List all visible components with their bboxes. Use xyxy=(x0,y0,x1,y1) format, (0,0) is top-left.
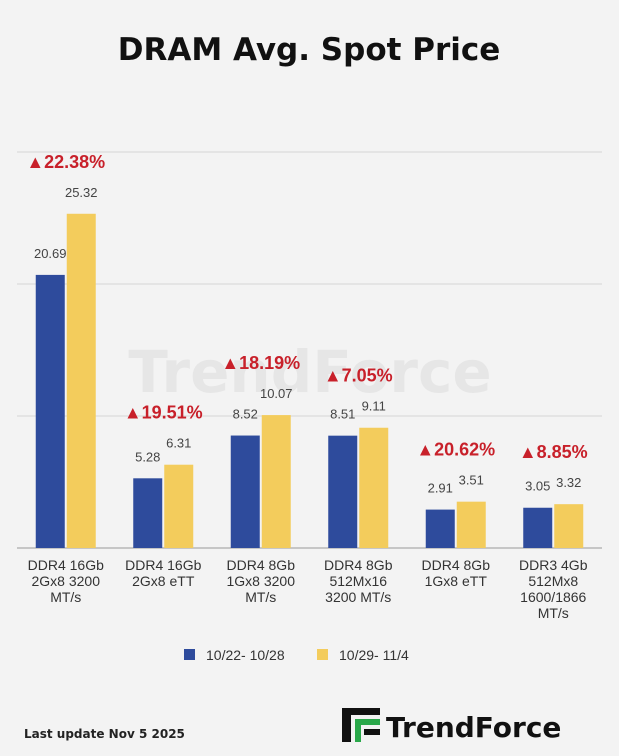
category-label: DDR4 8Gb xyxy=(422,557,491,573)
value-label: 5.28 xyxy=(135,449,160,464)
last-update-text: Last update Nov 5 2025 xyxy=(24,727,185,741)
category-label: 2Gx8 3200 xyxy=(32,573,101,589)
value-label: 6.31 xyxy=(166,436,191,451)
legend-swatch xyxy=(184,649,195,660)
bars xyxy=(35,213,584,548)
watermark: TrendForce xyxy=(128,338,491,406)
category-label: DDR3 4Gb xyxy=(519,557,588,573)
category-label: 2Gx8 eTT xyxy=(132,573,195,589)
value-label: 10.07 xyxy=(260,386,293,401)
bar-series-2 xyxy=(164,464,194,548)
bar-series-2 xyxy=(359,427,389,548)
value-label: 25.32 xyxy=(65,185,98,200)
legend-swatch xyxy=(317,649,328,660)
category-label: 1Gx8 3200 xyxy=(227,573,296,589)
legend-label: 10/22- 10/28 xyxy=(206,647,285,663)
change-label: ▲7.05% xyxy=(324,366,393,386)
chart-title: DRAM Avg. Spot Price xyxy=(118,32,501,68)
change-label: ▲20.62% xyxy=(416,440,495,460)
gridlines xyxy=(17,151,602,549)
category-label: MT/s xyxy=(538,605,569,621)
category-label: 3200 MT/s xyxy=(325,589,391,605)
category-label: MT/s xyxy=(50,589,81,605)
category-label: DDR4 16Gb xyxy=(125,557,201,573)
value-label: 3.05 xyxy=(525,479,550,494)
legend: 10/22- 10/28 10/29- 11/4 xyxy=(184,647,409,663)
category-label: DDR4 16Gb xyxy=(28,557,104,573)
bar-series-2 xyxy=(261,415,291,548)
bar-series-2 xyxy=(456,501,486,548)
category-label: 512Mx16 xyxy=(329,573,387,589)
category-label: 1600/1866 xyxy=(520,589,586,605)
change-label: ▲22.38% xyxy=(26,152,105,172)
value-label: 3.51 xyxy=(459,473,484,488)
bar-series-1 xyxy=(133,478,163,548)
bar-series-1 xyxy=(328,435,358,548)
category-label: MT/s xyxy=(245,589,276,605)
category-label: DDR4 8Gb xyxy=(227,557,296,573)
change-labels: ▲22.38% ▲19.51% ▲18.19% ▲7.05% ▲20.62% ▲8.85% xyxy=(26,152,587,462)
trendforce-logo: TrendForce xyxy=(342,708,561,744)
trendforce-logo-icon xyxy=(342,708,380,742)
trendforce-brand: TrendForce xyxy=(386,711,561,744)
bar-series-1 xyxy=(425,509,455,548)
value-label: 2.91 xyxy=(428,481,453,496)
category-label: 512Mx8 xyxy=(528,573,578,589)
category-label: DDR4 8Gb xyxy=(324,557,393,573)
value-label: 8.52 xyxy=(233,407,258,422)
value-label: 8.51 xyxy=(330,407,355,422)
change-label: ▲8.85% xyxy=(519,442,588,462)
change-label: ▲19.51% xyxy=(124,403,203,423)
value-label: 20.69 xyxy=(34,246,67,261)
bar-series-1 xyxy=(35,274,65,548)
legend-label: 10/29- 11/4 xyxy=(339,647,409,663)
bar-series-1 xyxy=(523,507,553,548)
bar-series-2 xyxy=(66,213,96,548)
value-label: 9.11 xyxy=(362,399,386,414)
change-label: ▲18.19% xyxy=(221,353,300,373)
category-label: 1Gx8 eTT xyxy=(425,573,488,589)
bar-series-2 xyxy=(554,504,584,548)
bar-series-1 xyxy=(230,435,260,548)
value-label: 3.32 xyxy=(556,475,581,490)
